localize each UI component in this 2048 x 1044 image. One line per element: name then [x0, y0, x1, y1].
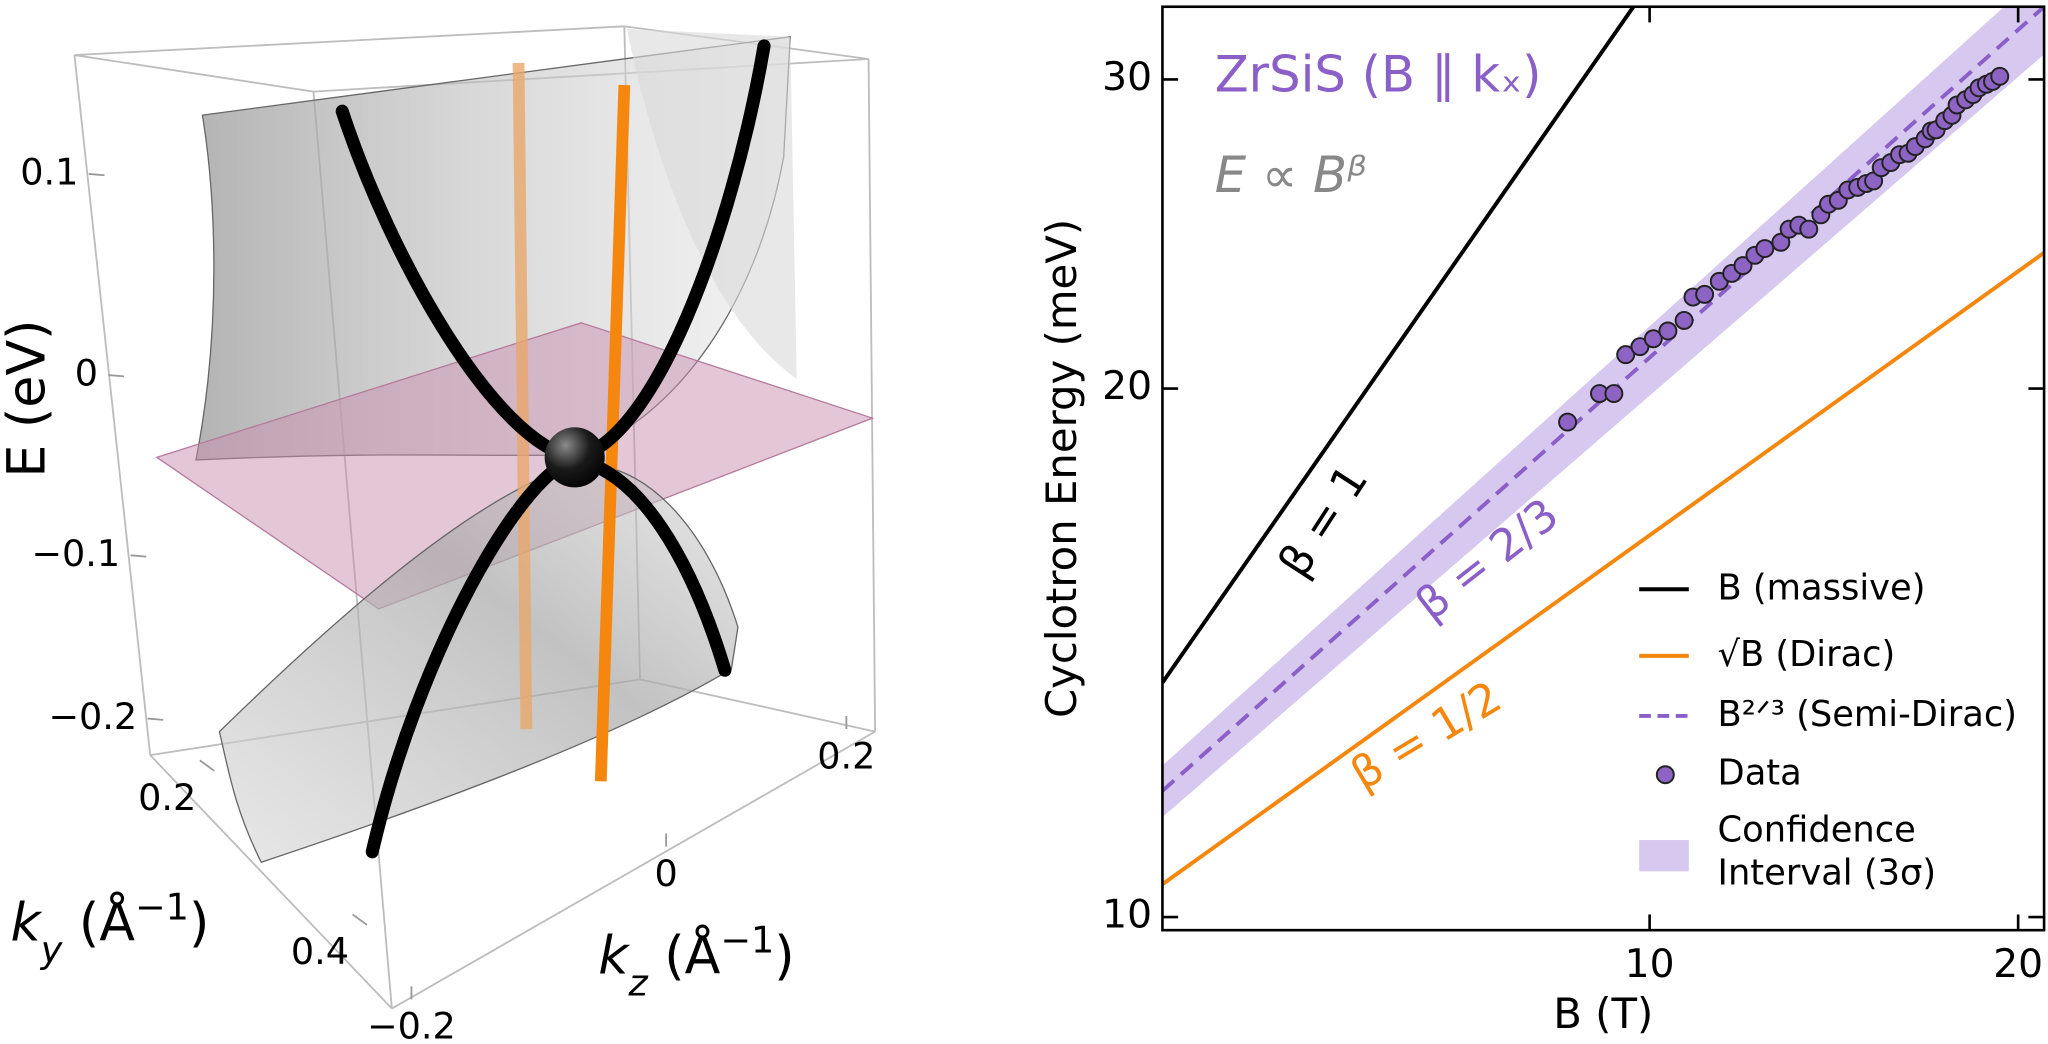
band-structure-3d: 0.1 0 −0.1 −0.2 E (eV) 0.2 0.4 −0.2 0 0.2: [0, 25, 877, 1044]
fit-line: [1162, 6, 2045, 793]
node-sphere: [544, 427, 605, 488]
z-tick-label: −0.1: [31, 532, 120, 575]
data-point: [1799, 219, 1819, 239]
x-tick-label: 0: [654, 852, 677, 895]
label-part: z: [627, 961, 648, 1004]
z-tick-label: −0.2: [48, 695, 137, 738]
z-tick: [147, 717, 164, 721]
z-tick-label: 0.1: [20, 150, 78, 193]
label-part: −1: [135, 885, 189, 928]
z-tick: [88, 173, 105, 177]
fit-line: [1162, 6, 1636, 684]
z-tick-label: 0: [75, 352, 98, 395]
y-axis-label: ky (Å−1): [10, 885, 209, 971]
label-part: k: [598, 926, 630, 986]
chart-title: ZrSiS (B ∥ kₓ): [1215, 46, 1542, 104]
legend-swatch: [1655, 765, 1675, 785]
data-point: [1733, 256, 1753, 276]
y-tick-label: 0.2: [138, 776, 196, 819]
data-point: [1755, 239, 1775, 259]
plot-area: [1162, 6, 2045, 886]
z-tick: [108, 374, 125, 378]
data-point: [1643, 329, 1663, 349]
chart-subtitle: E ∝ Bᵝ: [1215, 146, 1367, 204]
z-axis-label: E (eV): [0, 319, 57, 477]
plot-frame: [1161, 5, 2046, 932]
y-tick-label: 30: [1102, 55, 1152, 100]
data-point: [1990, 66, 2010, 86]
legend-label: B (massive): [1718, 567, 1926, 608]
x-tick-label: 0.2: [817, 734, 875, 777]
y-tick-label: 0.4: [291, 930, 349, 973]
legend-label: √B (Dirac): [1718, 634, 1896, 675]
data-point: [1558, 412, 1578, 432]
label-part: y: [40, 928, 64, 971]
label-part: ): [189, 894, 209, 954]
dirac-line-back: [512, 62, 533, 730]
label-part: (Å: [62, 892, 135, 954]
x-axis-label: kz (Å−1): [598, 918, 794, 1004]
legend-label: Data: [1718, 753, 1802, 794]
y-tick: [352, 913, 368, 926]
annotation: β = 1: [1269, 456, 1378, 586]
x-tick-label: 10: [1625, 942, 1675, 987]
data-point: [1604, 384, 1624, 404]
legend-label: B²ᐟ³ (Semi-Dirac): [1718, 694, 2017, 735]
y-tick-label: 20: [1102, 364, 1152, 409]
label-part: k: [10, 894, 42, 954]
data-point: [1616, 345, 1636, 365]
y-tick: [199, 759, 215, 772]
x-axis-label: B (T): [1553, 989, 1653, 1038]
y-axis-label: Cyclotron Energy (meV): [1037, 219, 1086, 718]
z-tick: [130, 554, 147, 558]
label-part: ): [774, 926, 794, 986]
fermi-plane: [155, 322, 875, 610]
legend-label-box: Confidence Interval (3σ): [1717, 810, 1937, 894]
data-point: [1658, 321, 1678, 341]
x-tick-label: 20: [1993, 942, 2043, 987]
label-part: −1: [720, 918, 774, 961]
legend-label: Confidence Interval (3σ): [1717, 810, 1937, 894]
label-part: (Å: [648, 924, 721, 986]
data-point: [1674, 310, 1694, 330]
x-tick-label: −0.2: [367, 1005, 456, 1044]
fit-line: [1162, 251, 2045, 886]
cyclotron-chart: 10 20 10 20 30 B (T) Cyclotron Energy (meV) ZrS…: [1037, 5, 2046, 1038]
data-point: [1695, 284, 1715, 304]
y-tick-label: 10: [1102, 893, 1152, 938]
legend-swatch: [1639, 840, 1689, 872]
